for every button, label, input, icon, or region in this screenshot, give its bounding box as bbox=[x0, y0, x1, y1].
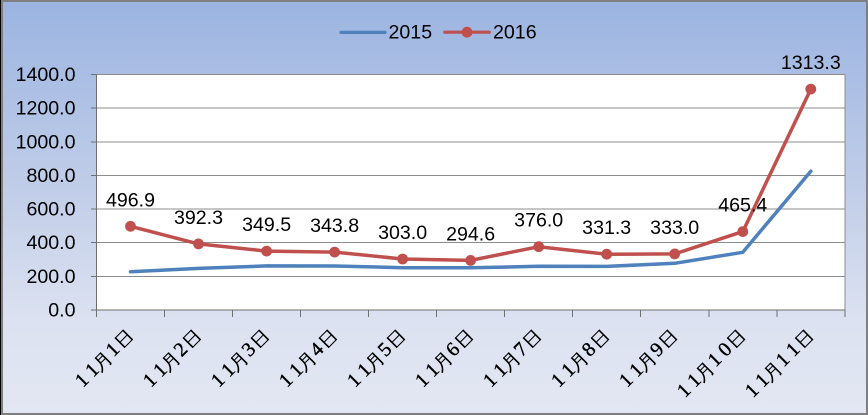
svg-text:496.9: 496.9 bbox=[106, 189, 155, 211]
svg-text:1313.3: 1313.3 bbox=[781, 52, 841, 74]
svg-text:333.0: 333.0 bbox=[650, 217, 699, 239]
svg-text:2016: 2016 bbox=[493, 22, 537, 44]
svg-text:400.0: 400.0 bbox=[26, 232, 75, 254]
svg-text:800.0: 800.0 bbox=[26, 165, 75, 187]
svg-text:200.0: 200.0 bbox=[26, 266, 75, 288]
svg-text:1200.0: 1200.0 bbox=[16, 98, 76, 120]
svg-text:2015: 2015 bbox=[389, 22, 433, 44]
svg-text:303.0: 303.0 bbox=[378, 222, 427, 244]
svg-text:465.4: 465.4 bbox=[718, 195, 767, 217]
svg-text:1400.0: 1400.0 bbox=[16, 64, 76, 86]
svg-text:0.0: 0.0 bbox=[48, 300, 75, 322]
svg-text:376.0: 376.0 bbox=[514, 210, 563, 232]
svg-text:331.3: 331.3 bbox=[582, 217, 631, 239]
svg-text:392.3: 392.3 bbox=[174, 207, 223, 229]
svg-text:349.5: 349.5 bbox=[242, 214, 291, 236]
svg-text:1000.0: 1000.0 bbox=[16, 131, 76, 153]
svg-text:343.8: 343.8 bbox=[310, 215, 359, 237]
svg-text:600.0: 600.0 bbox=[26, 199, 75, 221]
svg-text:294.6: 294.6 bbox=[446, 223, 495, 245]
